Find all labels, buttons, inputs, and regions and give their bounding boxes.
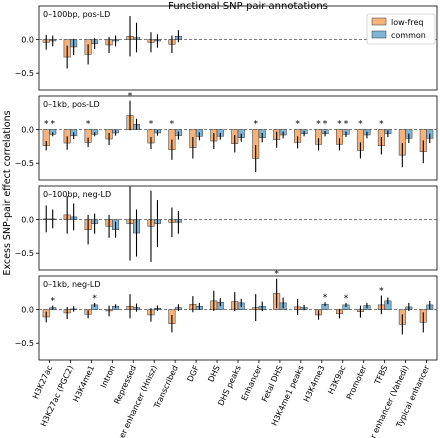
significance-star: *	[323, 120, 328, 130]
y-tick-label: −0.5	[15, 159, 34, 168]
significance-star: *	[344, 120, 349, 130]
y-tick-label: 0.0	[21, 36, 34, 45]
significance-star: *	[344, 294, 349, 304]
x-tick-label: H3K9ac	[326, 364, 347, 396]
significance-star: *	[149, 120, 154, 130]
x-tick-label: DHS	[206, 364, 221, 383]
panel-1: 0.0−0.50–1kb, pos-LD* * *** * * * * * * * * *	[15, 92, 438, 181]
x-tick-label: Enhancer	[240, 363, 264, 402]
panel-label: 0–1kb, pos-LD	[43, 100, 100, 109]
y-tick-label: 0.0	[21, 306, 34, 315]
legend-label: low-freq	[391, 18, 423, 27]
panel-2: 0.0 −0.5 0–100bp, neg-LD	[15, 185, 438, 271]
significance-star: *	[274, 270, 279, 280]
x-tick-label: H3K27ac	[31, 364, 54, 400]
significance-star: *	[295, 120, 300, 130]
significance-star: *	[86, 120, 91, 130]
panel-frame	[38, 5, 438, 91]
significance-star: *	[323, 293, 328, 303]
x-tick-label: Promoter	[345, 363, 369, 401]
panel-frame	[38, 185, 438, 271]
significance-star: *	[358, 120, 363, 130]
panels: 0.0 −0.5 0–100bp, pos-LD 0.0 −0.5 0–1kb, pos-…	[15, 5, 438, 361]
y-tick-label: −0.5	[15, 249, 34, 258]
significance-star: *	[253, 120, 258, 130]
x-tick-label: H3K4me3	[302, 364, 327, 403]
significance-star: *	[316, 120, 321, 130]
legend-swatch	[371, 17, 387, 26]
y-axis-label: Excess SNP-pair effect correlations	[2, 110, 13, 275]
legend-label: common	[391, 31, 426, 40]
legend-swatch	[371, 30, 387, 39]
y-tick-label: 0.0	[21, 126, 34, 135]
significance-star: *	[379, 286, 384, 296]
y-tick-label: −0.5	[15, 339, 34, 348]
significance-star: *	[379, 120, 384, 130]
significance-star: *	[92, 294, 97, 304]
significance-star: *	[337, 120, 342, 130]
panel-label: 0–100bp, pos-LD	[43, 10, 110, 19]
significance-star: *	[44, 120, 49, 130]
x-tick-label: H3K4me1	[71, 364, 96, 403]
y-tick-label: −0.5	[15, 69, 34, 78]
x-tick-label: DGF	[186, 364, 201, 384]
legend: low-freq common	[366, 13, 436, 45]
significance-star: *	[170, 120, 175, 130]
significance-star: *	[50, 120, 55, 130]
panel-label: 0–100bp, neg-LD	[43, 190, 111, 199]
chart-title: Functional SNP-pair annotations	[168, 1, 328, 12]
x-tick-label: TFBS	[372, 364, 389, 387]
panel-label: 0–1kb, neg-LD	[43, 280, 101, 289]
significance-star: *	[50, 297, 55, 307]
significance-star: *	[128, 92, 133, 102]
y-tick-label: 0.0	[21, 216, 34, 225]
panel-frame	[38, 95, 438, 181]
x-tick-label: Intron	[99, 364, 117, 389]
panel-3: 0.0 −0.5 0–1kb, neg-LD * * * * * *	[15, 270, 438, 361]
